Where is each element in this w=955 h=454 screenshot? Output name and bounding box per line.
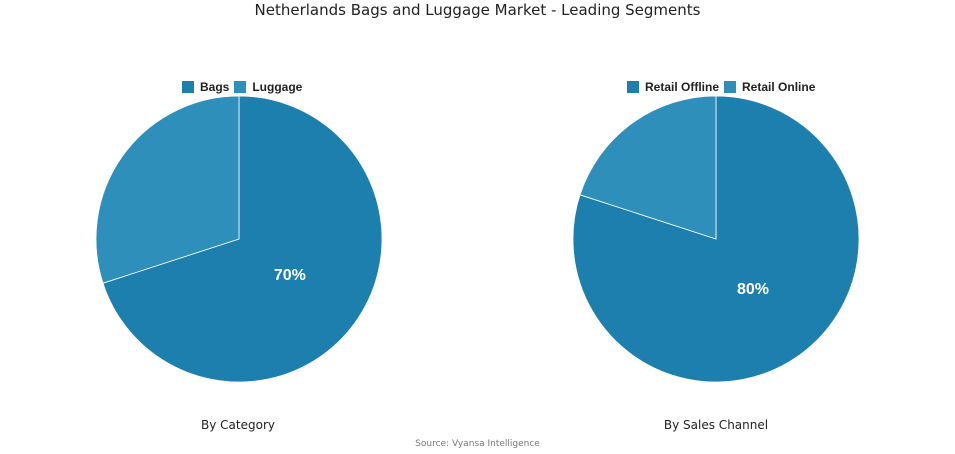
pie-slice-bags bbox=[102, 95, 383, 383]
legend-item-retail-online: Retail Online bbox=[724, 80, 815, 94]
pie-data-label: 70% bbox=[274, 267, 306, 284]
pie-data-label: 80% bbox=[737, 281, 769, 298]
pie-slice-retail-online bbox=[579, 95, 717, 240]
legend-label: Bags bbox=[200, 80, 230, 94]
subtitle-sales-channel: By Sales Channel bbox=[663, 418, 769, 432]
legend-swatch bbox=[182, 81, 194, 93]
legend-swatch bbox=[724, 81, 737, 93]
source-note: Source: Vyansa Intelligence bbox=[415, 439, 540, 449]
pie-chart-category: 70% bbox=[95, 95, 383, 383]
legend-label: Retail Online bbox=[742, 80, 816, 94]
pie-slice-luggage bbox=[95, 95, 240, 284]
legend-category: Bags Luggage bbox=[182, 79, 307, 95]
legend-item-bags: Bags bbox=[182, 80, 229, 94]
subtitle-category: By Category bbox=[201, 418, 275, 432]
legend-swatch bbox=[234, 81, 247, 93]
legend-label: Luggage bbox=[252, 80, 303, 94]
legend-item-retail-offline: Retail Offline bbox=[627, 80, 719, 94]
legend-sales-channel: Retail Offline Retail Online bbox=[627, 79, 820, 95]
legend-item-luggage: Luggage bbox=[234, 80, 302, 94]
legend-label: Retail Offline bbox=[645, 80, 720, 94]
legend-swatch bbox=[627, 81, 639, 93]
pie-chart-sales-channel: 80% bbox=[572, 95, 860, 383]
chart-title: Netherlands Bags and Luggage Market - Le… bbox=[254, 1, 701, 19]
